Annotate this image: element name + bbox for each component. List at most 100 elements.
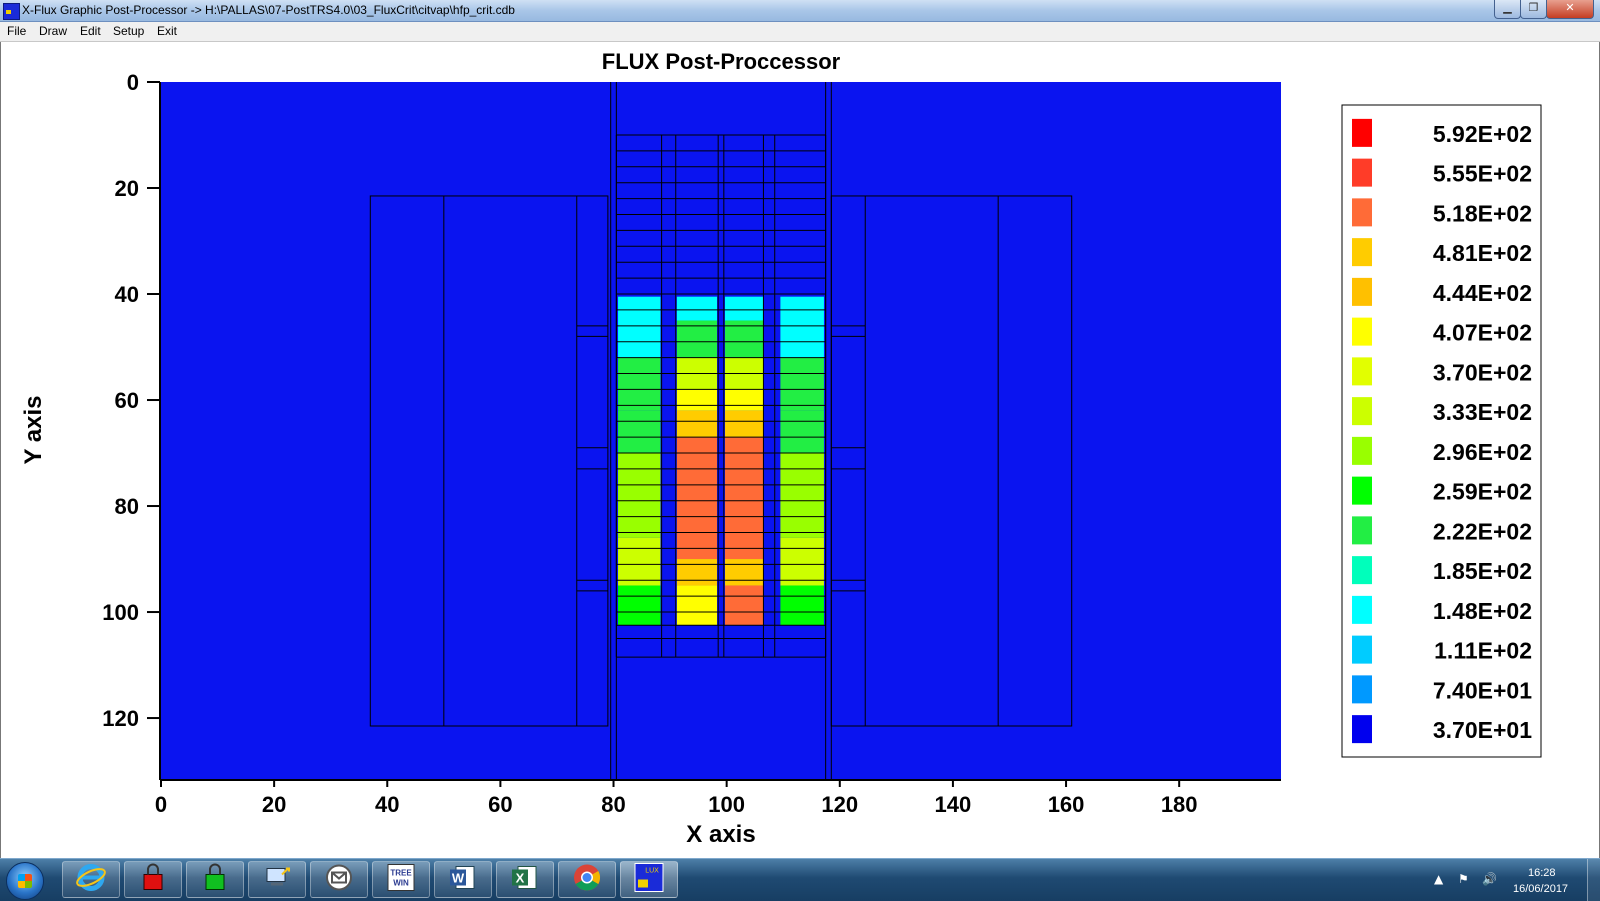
fuel-plate-1-segment-6	[618, 585, 661, 626]
fuel-plate-4-segment-3	[780, 410, 824, 454]
system-tray: ▲ ⚑ 🔊	[1430, 859, 1600, 901]
legend-swatch-3	[1352, 198, 1372, 227]
y-tick-label-80: 80	[115, 494, 139, 519]
clock-date[interactable]: 16/06/2017	[1513, 883, 1569, 895]
legend-label-7: 3.70E+02	[1433, 359, 1532, 385]
x-tick-label-80: 80	[601, 792, 625, 817]
tray-expand-icon[interactable]: ▲	[1434, 872, 1444, 886]
legend-label-14: 1.11E+02	[1434, 638, 1532, 664]
svg-text:WIN: WIN	[393, 878, 409, 887]
maximize-button[interactable]: ❐	[1520, 0, 1547, 19]
fuel-plate-2-segment-5	[676, 410, 718, 438]
taskbar-excel-button[interactable]: X	[496, 861, 554, 898]
clock-time[interactable]: 16:28	[1528, 867, 1556, 879]
svg-text:LUX: LUX	[645, 867, 659, 874]
chrome-icon	[572, 862, 602, 897]
legend-swatch-5	[1352, 277, 1372, 306]
taskbar-chrome-button[interactable]	[558, 861, 616, 898]
x-tick-label-20: 20	[262, 792, 286, 817]
legend-swatch-6	[1352, 317, 1372, 346]
fuel-plate-1-segment-5	[618, 537, 661, 586]
taskbar: TREE WIN W X LUX ▲ ⚑ 🔊 16:28 16/06/2017	[0, 858, 1600, 901]
action-center-icon[interactable]: ⚑	[1458, 872, 1469, 886]
plot-background	[161, 82, 1281, 779]
taskbar-internet-explorer-button[interactable]	[62, 861, 120, 898]
x-tick-label-60: 60	[488, 792, 512, 817]
taskbar-lock-red-button[interactable]	[124, 861, 182, 898]
legend-swatch-9	[1352, 436, 1372, 465]
legend-label-13: 1.48E+02	[1433, 598, 1532, 624]
app-icon[interactable]	[3, 3, 20, 20]
y-tick-label-20: 20	[115, 176, 139, 201]
menu-exit[interactable]: Exit	[157, 24, 178, 38]
mail-icon	[324, 862, 354, 897]
svg-text:TREE: TREE	[390, 868, 412, 877]
word-icon: W	[448, 862, 478, 897]
menu-edit[interactable]: Edit	[80, 24, 101, 38]
legend-swatch-15	[1352, 675, 1372, 704]
legend-swatch-12	[1352, 556, 1372, 585]
plot-canvas: FLUX Post-Proccessor 0 20 40 60 80 100 120 140 16…	[0, 42, 1600, 858]
fuel-plate-2-segment-1	[676, 296, 718, 321]
x-tick-label-40: 40	[375, 792, 399, 817]
fuel-plate-2-segment-2	[676, 320, 718, 358]
menu-draw[interactable]: Draw	[39, 24, 68, 38]
window-title: X-Flux Graphic Post-Processor -> H:\PALL…	[22, 3, 515, 17]
excel-icon: X	[510, 862, 540, 897]
fuel-plate-3-segment-8	[724, 585, 764, 626]
legend-label-12: 1.85E+02	[1433, 558, 1532, 584]
fuel-plate-2-segment-6	[676, 437, 718, 560]
fuel-plate-1-segment-4	[618, 453, 661, 538]
y-tick-label-40: 40	[115, 282, 139, 307]
legend-label-9: 2.96E+02	[1433, 439, 1532, 465]
taskbar-word-button[interactable]: W	[434, 861, 492, 898]
fuel-plate-4-segment-1	[780, 296, 824, 358]
title-bar[interactable]: X-Flux Graphic Post-Processor -> H:\PALL…	[0, 0, 1600, 22]
fuel-plate-2-segment-8	[676, 585, 718, 626]
close-button[interactable]: ✕	[1546, 0, 1594, 19]
x-tick-label-160: 160	[1048, 792, 1085, 817]
fuel-plate-3-segment-4	[724, 389, 764, 411]
taskbar-network-tool-button[interactable]	[248, 861, 306, 898]
fuel-plate-3-segment-2	[724, 320, 764, 358]
x-tick-label-100: 100	[708, 792, 745, 817]
legend-label-2: 5.55E+02	[1433, 161, 1532, 187]
svg-text:X: X	[516, 870, 525, 885]
fuel-plate-1-segment-3	[618, 410, 661, 454]
flux-heatmap-chart: FLUX Post-Proccessor 0 20 40 60 80 100 120 140 16…	[20, 49, 1542, 848]
fuel-plate-4-segment-6	[780, 585, 824, 626]
fuel-plate-3-segment-1	[724, 296, 764, 321]
legend-swatch-16	[1352, 715, 1372, 744]
taskbar-lock-green-button[interactable]	[186, 861, 244, 898]
legend-swatch-10	[1352, 476, 1372, 505]
legend-label-11: 2.22E+02	[1433, 518, 1532, 544]
legend-box	[1341, 104, 1542, 758]
legend-swatch-4	[1352, 238, 1372, 267]
network-tool-icon	[262, 862, 292, 897]
volume-icon[interactable]: 🔊	[1482, 872, 1497, 886]
y-tick-label-100: 100	[102, 600, 139, 625]
x-tick-label-0: 0	[155, 792, 167, 817]
legend-swatch-7	[1352, 357, 1372, 386]
legend-swatch-11	[1352, 516, 1372, 545]
legend-swatch-2	[1352, 158, 1372, 187]
taskbar-treewin-button[interactable]: TREE WIN	[372, 861, 430, 898]
legend-label-5: 4.44E+02	[1433, 280, 1532, 306]
taskbar-xflux-button[interactable]: LUX	[620, 861, 678, 898]
menu-bar: File Draw Edit Setup Exit	[0, 22, 1600, 42]
fuel-plate-2-segment-4	[676, 389, 718, 411]
internet-explorer-icon	[76, 862, 106, 897]
start-button[interactable]	[6, 862, 44, 900]
x-axis-label: X axis	[686, 821, 755, 848]
taskbar-mail-button[interactable]	[310, 861, 368, 898]
y-tick-label-120: 120	[102, 706, 139, 731]
menu-setup[interactable]: Setup	[113, 24, 145, 38]
legend-swatch-13	[1352, 595, 1372, 624]
legend-label-4: 4.81E+02	[1433, 240, 1532, 266]
show-desktop-button[interactable]	[1587, 859, 1600, 901]
outer-block-1	[369, 195, 609, 727]
minimize-button[interactable]: ▁	[1494, 0, 1521, 19]
fuel-plate-3-segment-6	[724, 437, 764, 560]
menu-file[interactable]: File	[7, 24, 27, 38]
svg-text:W: W	[452, 870, 465, 885]
